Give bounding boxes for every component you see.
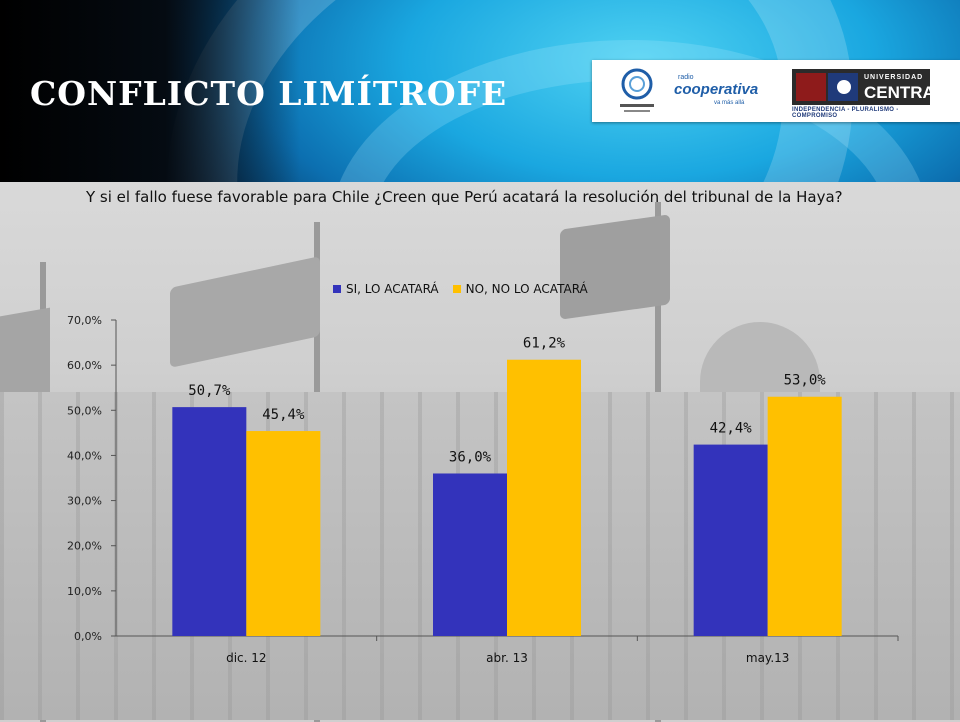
y-tick-label: 30,0% <box>67 495 102 508</box>
cooperativa-tagline: va más allá <box>714 100 745 106</box>
chart-legend: SI, LO ACATARÁ NO, NO LO ACATARÁ <box>333 282 588 296</box>
header-dark-fade <box>0 0 300 182</box>
universidad-central-logo: UNIVERSIDAD CENTRAL INDEPENDENCIA - PLUR… <box>792 69 945 119</box>
y-tick-label: 0,0% <box>74 630 102 643</box>
legend-swatch-si <box>333 285 341 293</box>
bar-si <box>172 407 247 636</box>
y-tick-label: 70,0% <box>67 314 102 327</box>
y-tick-label: 20,0% <box>67 540 102 553</box>
bar-no <box>246 431 321 636</box>
legend-label-no: NO, NO LO ACATARÁ <box>465 282 588 296</box>
y-tick-label: 50,0% <box>67 404 102 417</box>
data-label: 50,7% <box>188 383 231 399</box>
data-label: 53,0% <box>784 373 827 389</box>
uc-logo-motto: INDEPENDENCIA - PLURALISMO - COMPROMISO <box>792 107 899 119</box>
bar-no <box>507 359 581 636</box>
y-tick-label: 10,0% <box>67 585 102 598</box>
uc-logo-top-text: UNIVERSIDAD <box>864 74 924 81</box>
sponsor-logos: radio cooperativa va más allá UNIVERSIDA… <box>592 60 960 122</box>
legend-swatch-no <box>452 285 461 293</box>
data-label: 42,4% <box>710 421 753 437</box>
page-title: CONFLICTO LIMÍTROFE <box>30 74 508 113</box>
uc-logo-red-square <box>796 73 826 101</box>
bar-si <box>693 444 768 636</box>
bar-si <box>433 473 507 636</box>
legend-item-no: NO, NO LO ACATARÁ <box>452 282 588 296</box>
data-label: 36,0% <box>449 449 492 465</box>
survey-question: Y si el fallo fuese favorable para Chile… <box>86 188 843 206</box>
imaginacion-logo <box>620 68 654 112</box>
x-tick-label: dic. 12 <box>226 651 266 665</box>
x-tick-label: may.13 <box>746 651 790 665</box>
cooperativa-logo: radio cooperativa va más allá <box>674 72 774 112</box>
data-label: 61,2% <box>523 336 566 352</box>
cooperativa-radio-text: radio <box>678 74 694 81</box>
y-tick-label: 40,0% <box>67 449 102 462</box>
legend-label-si: SI, LO ACATARÁ <box>346 282 439 296</box>
bar-no <box>767 396 842 636</box>
cooperativa-name-text: cooperativa <box>674 81 759 98</box>
legend-item-si: SI, LO ACATARÁ <box>333 282 439 296</box>
header-banner: CONFLICTO LIMÍTROFE radio cooperativa va… <box>0 0 960 182</box>
uc-logo-name-text: CENTRAL <box>864 83 946 102</box>
data-label: 45,4% <box>262 407 305 423</box>
x-tick-label: abr. 13 <box>486 651 528 665</box>
y-tick-label: 60,0% <box>67 359 102 372</box>
uc-logo-circle <box>837 80 851 94</box>
